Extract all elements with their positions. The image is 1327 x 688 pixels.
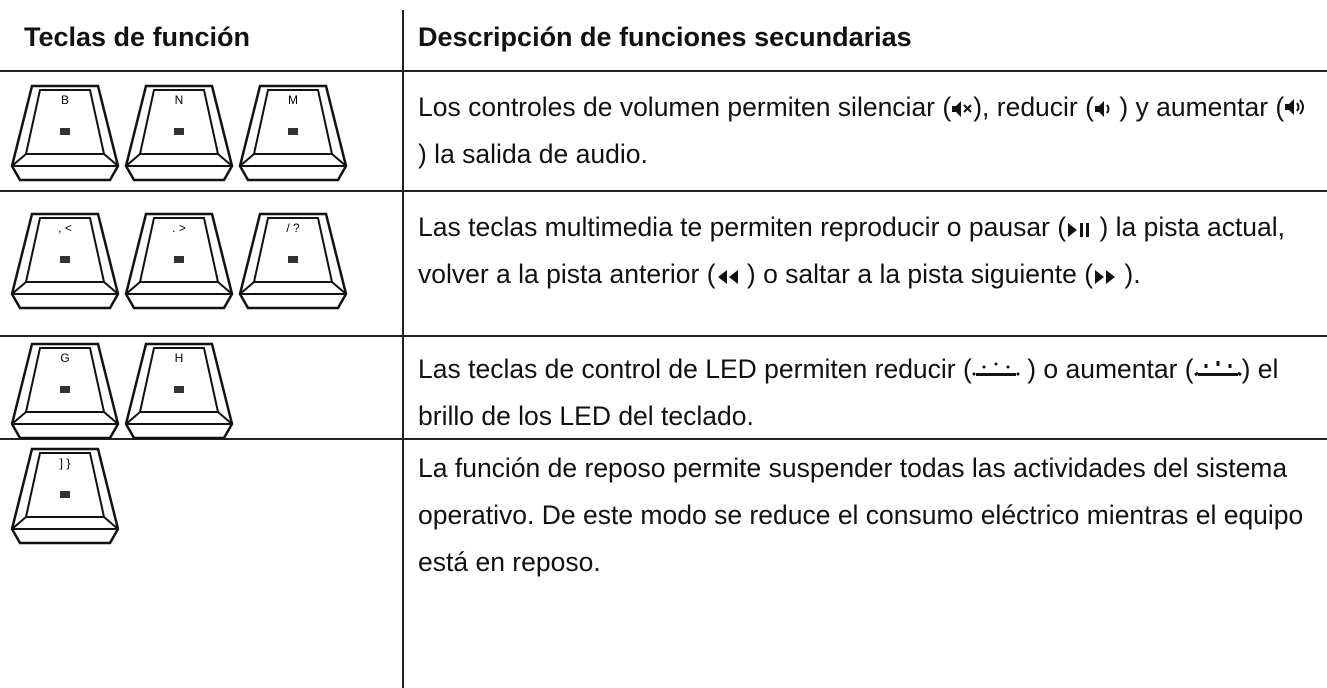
- text: Las teclas multimedia te permiten reprod…: [418, 212, 1067, 242]
- text: ) o saltar a la pista siguiente (: [739, 259, 1094, 289]
- keycap: B: [10, 84, 120, 182]
- led-down-icon: [972, 362, 1020, 376]
- text: ) el brillo de los LED del teclado.: [418, 354, 1279, 431]
- description: Los controles de volumen permiten silenc…: [418, 84, 1313, 178]
- key-legend: ] }: [60, 456, 71, 470]
- key-legend: B: [61, 93, 69, 107]
- key-legend: / ?: [286, 221, 300, 235]
- next-icon: [1095, 270, 1116, 284]
- text: ) la salida de audio.: [418, 139, 648, 169]
- keycaps: ] }: [10, 447, 120, 545]
- header-cell: Descripción de funciones secundarias: [418, 22, 912, 52]
- keycaps: , < . > / ?: [10, 212, 348, 310]
- text: ) la pista actual, volver a la pista ant…: [418, 212, 1286, 289]
- row-divider: [0, 70, 1327, 72]
- play-pause-icon: [1068, 223, 1090, 237]
- key-legend: G: [60, 351, 69, 365]
- previous-icon: [717, 270, 738, 284]
- keys: , < . > / ?: [10, 210, 352, 319]
- column-divider: [402, 10, 404, 688]
- keycap: M: [238, 84, 348, 182]
- led-up-icon: [1193, 361, 1242, 377]
- text: Las teclas de control de LED permiten re…: [418, 354, 972, 384]
- key-legend: M: [288, 93, 298, 107]
- text: ) y aumentar (: [1111, 92, 1285, 122]
- volume-up-icon: [1285, 99, 1305, 115]
- keycap: G: [10, 342, 120, 440]
- key-legend: . >: [172, 221, 186, 235]
- keys: ] }: [10, 445, 124, 554]
- keycap: N: [124, 84, 234, 182]
- key-legend: N: [175, 93, 184, 107]
- text: La función de reposo permite suspender t…: [418, 453, 1304, 577]
- text: ), reducir (: [973, 92, 1094, 122]
- row-divider: [0, 335, 1327, 337]
- keycap: H: [124, 342, 234, 440]
- mute-icon: [952, 101, 972, 117]
- description: La función de reposo permite suspender t…: [418, 445, 1313, 586]
- header-cell: Teclas de función: [24, 22, 251, 52]
- description: Las teclas de control de LED permiten re…: [418, 346, 1313, 440]
- text: ).: [1117, 259, 1141, 289]
- volume-down-icon: [1094, 101, 1110, 117]
- keycap: ] }: [10, 447, 120, 545]
- text: Los controles de volumen permiten silenc…: [418, 92, 952, 122]
- key-legend: , <: [58, 221, 72, 235]
- row-divider: [0, 190, 1327, 192]
- text: ) o aumentar (: [1019, 354, 1194, 384]
- row-divider: [0, 438, 1327, 440]
- key-legend: H: [175, 351, 184, 365]
- keycap: / ?: [238, 212, 348, 310]
- keycap: , <: [10, 212, 120, 310]
- description: Las teclas multimedia te permiten reprod…: [418, 204, 1313, 298]
- keycap: . >: [124, 212, 234, 310]
